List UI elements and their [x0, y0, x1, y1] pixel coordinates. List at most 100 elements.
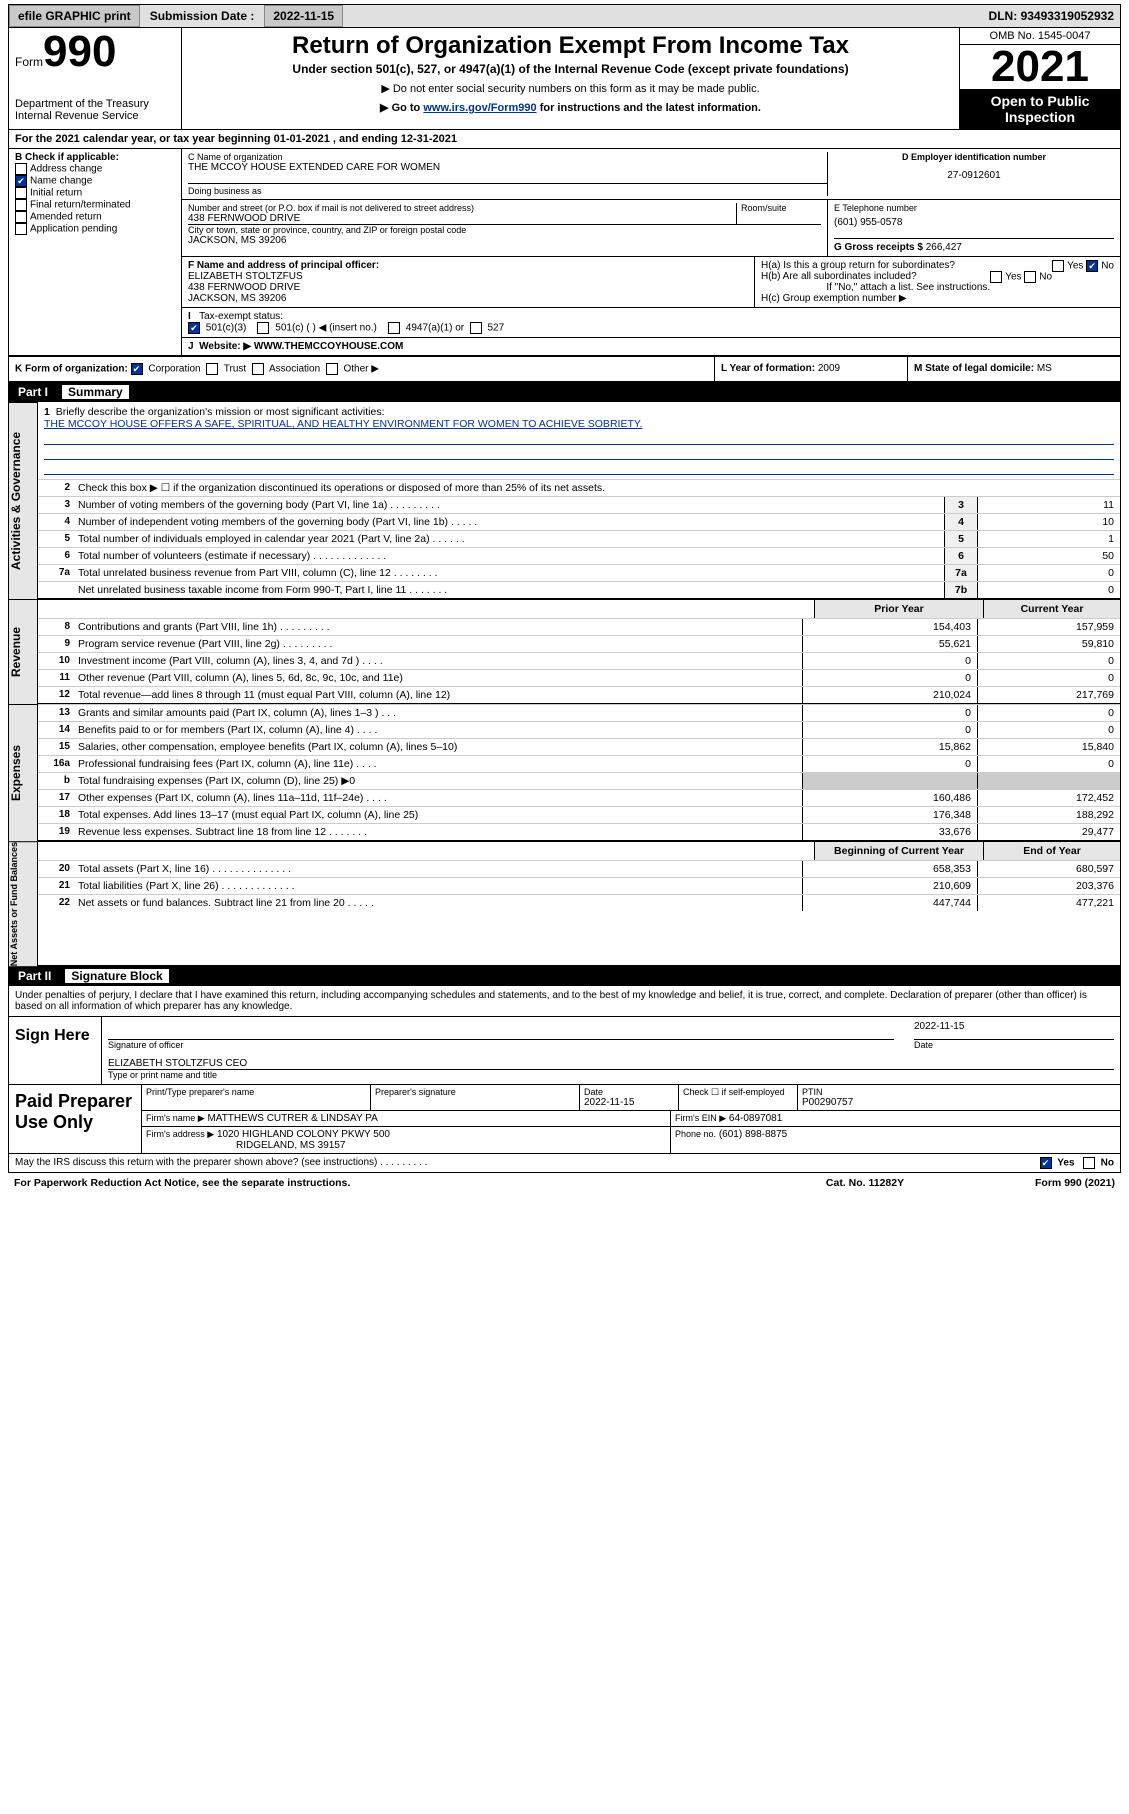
- section-activities-governance: Activities & Governance 1 Briefly descri…: [8, 402, 1121, 599]
- phone-value: (601) 955-0578: [834, 217, 1114, 228]
- officer-typed-name: ELIZABETH STOLTZFUS CEO: [108, 1058, 1114, 1070]
- penalties-text: Under penalties of perjury, I declare th…: [9, 986, 1120, 1016]
- cb-name-change[interactable]: [15, 175, 27, 187]
- prior-val: 15,862: [802, 739, 977, 755]
- curr-val: 0: [977, 670, 1120, 686]
- curr-val: 59,810: [977, 636, 1120, 652]
- b-label: B Check if applicable:: [15, 152, 175, 163]
- year-formation: 2009: [818, 363, 840, 374]
- cb-application[interactable]: [15, 223, 27, 235]
- print-name-label: Print/Type preparer's name: [146, 1087, 366, 1097]
- section-revenue: Revenue Prior YearCurrent Year 8Contribu…: [8, 599, 1121, 704]
- mission-text[interactable]: THE MCCOY HOUSE OFFERS A SAFE, SPIRITUAL…: [44, 418, 642, 430]
- cb-527[interactable]: [470, 322, 482, 334]
- curr-val: 0: [977, 653, 1120, 669]
- phone-label: E Telephone number: [834, 203, 1114, 213]
- street-address: 438 FERNWOOD DRIVE: [188, 213, 736, 224]
- firm-phone: (601) 898-8875: [719, 1129, 787, 1140]
- prep-date-label: Date: [584, 1087, 674, 1097]
- ptin-value: P00290757: [802, 1097, 1116, 1108]
- city-label: City or town, state or province, country…: [188, 225, 821, 235]
- cb-501c[interactable]: [257, 322, 269, 334]
- ha-label: H(a) Is this a group return for subordin…: [761, 260, 955, 271]
- sig-date-label: Date: [914, 1040, 1114, 1050]
- cb-final-return[interactable]: [15, 199, 27, 211]
- l2-text: Check this box ▶ ☐ if the organization d…: [74, 480, 1120, 496]
- paid-preparer-label: Paid Preparer Use Only: [9, 1085, 141, 1153]
- curr-val: 0: [977, 705, 1120, 721]
- prior-val: 210,609: [802, 878, 977, 894]
- efile-topbar: efile GRAPHIC print Submission Date : 20…: [8, 4, 1121, 28]
- opt-527: 527: [487, 323, 504, 334]
- gross-receipts-value: 266,427: [926, 242, 962, 253]
- prior-val: 33,676: [802, 824, 977, 840]
- may-irs-yes[interactable]: [1040, 1157, 1052, 1169]
- row-text: Total revenue—add lines 8 through 11 (mu…: [74, 687, 802, 703]
- type-name-label: Type or print name and title: [108, 1070, 1114, 1080]
- curr-val: 172,452: [977, 790, 1120, 806]
- open-public: Open to Public Inspection: [960, 89, 1120, 129]
- part1-header: Part I Summary: [8, 382, 1121, 402]
- cb-initial-return[interactable]: [15, 187, 27, 199]
- hc-label: H(c) Group exemption number ▶: [761, 293, 1114, 304]
- ssn-note: ▶ Do not enter social security numbers o…: [190, 82, 951, 95]
- prior-val: 210,024: [802, 687, 977, 703]
- link-post: for instructions and the latest informat…: [537, 102, 761, 114]
- row-text: Program service revenue (Part VIII, line…: [74, 636, 802, 652]
- irs-link[interactable]: www.irs.gov/Form990: [423, 102, 536, 114]
- part1-num: Part I: [18, 385, 48, 399]
- officer-addr: 438 FERNWOOD DRIVE: [188, 282, 748, 293]
- row-text: Total liabilities (Part X, line 26) . . …: [74, 878, 802, 894]
- tax-year: 2021: [960, 45, 1120, 89]
- section-b-through-g: B Check if applicable: Address change Na…: [8, 149, 1121, 356]
- j-label: Website: ▶: [199, 341, 251, 352]
- hb-yes[interactable]: [990, 271, 1002, 283]
- signature-line[interactable]: [108, 1021, 894, 1040]
- opt-assoc: Association: [269, 364, 320, 375]
- c-name-label: C Name of organization: [188, 152, 827, 162]
- may-irs-discuss: May the IRS discuss this return with the…: [9, 1153, 1120, 1172]
- row-text: Investment income (Part VIII, column (A)…: [74, 653, 802, 669]
- m-label: M State of legal domicile:: [914, 363, 1034, 374]
- cb-4947[interactable]: [388, 322, 400, 334]
- ein-label: D Employer identification number: [834, 152, 1114, 162]
- row-text: Other revenue (Part VIII, column (A), li…: [74, 670, 802, 686]
- ha-yes[interactable]: [1052, 260, 1064, 272]
- part2-num: Part II: [18, 969, 51, 983]
- opt-other: Other ▶: [343, 364, 378, 375]
- l5-val: 1: [977, 531, 1120, 547]
- row-text: Grants and similar amounts paid (Part IX…: [74, 705, 802, 721]
- cb-amended[interactable]: [15, 211, 27, 223]
- vlabel-net: Net Assets or Fund Balances: [8, 841, 38, 966]
- sig-date: 2022-11-15: [914, 1021, 1114, 1040]
- begin-year-hdr: Beginning of Current Year: [814, 842, 983, 860]
- cb-address-change-label: Address change: [30, 164, 102, 175]
- cb-corporation[interactable]: [131, 363, 143, 375]
- may-irs-yes-lbl: Yes: [1057, 1158, 1074, 1169]
- vlabel-revenue: Revenue: [8, 599, 38, 704]
- cb-assoc[interactable]: [252, 363, 264, 375]
- cb-other[interactable]: [326, 363, 338, 375]
- form-number: 990: [43, 27, 116, 76]
- l7a-text: Total unrelated business revenue from Pa…: [74, 565, 944, 581]
- cb-address-change[interactable]: [15, 163, 27, 175]
- may-irs-no[interactable]: [1083, 1157, 1095, 1169]
- firm-ein: 64-0897081: [729, 1113, 782, 1124]
- efile-print-button[interactable]: efile GRAPHIC print: [9, 5, 140, 27]
- curr-val: 680,597: [977, 861, 1120, 877]
- cb-application-label: Application pending: [30, 224, 117, 235]
- ein-value: 27-0912601: [834, 170, 1114, 181]
- prior-val: 0: [802, 670, 977, 686]
- may-irs-no-lbl: No: [1101, 1158, 1114, 1169]
- dba-label: Doing business as: [188, 183, 827, 196]
- cb-name-change-label: Name change: [30, 176, 92, 187]
- firm-name: MATTHEWS CUTRER & LINDSAY PA: [207, 1113, 377, 1124]
- cb-trust[interactable]: [206, 363, 218, 375]
- cb-501c3[interactable]: [188, 322, 200, 334]
- hb-label: H(b) Are all subordinates included?: [761, 271, 917, 282]
- l4-val: 10: [977, 514, 1120, 530]
- curr-val: 0: [977, 722, 1120, 738]
- self-employed-check[interactable]: Check ☐ if self-employed: [683, 1087, 793, 1098]
- hb-no[interactable]: [1024, 271, 1036, 283]
- ha-no[interactable]: [1086, 260, 1098, 272]
